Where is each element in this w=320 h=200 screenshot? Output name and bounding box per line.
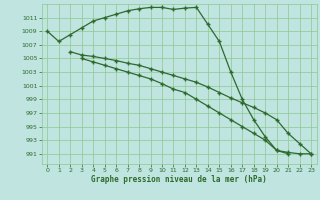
X-axis label: Graphe pression niveau de la mer (hPa): Graphe pression niveau de la mer (hPa) bbox=[91, 175, 267, 184]
